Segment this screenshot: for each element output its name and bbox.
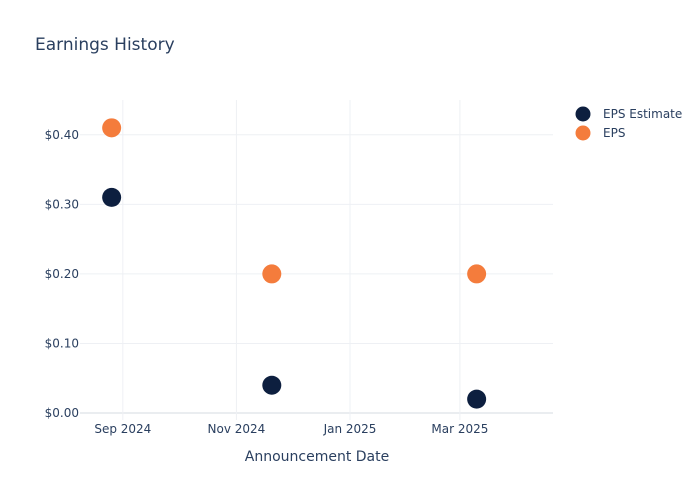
- grid-layer: [80, 100, 553, 420]
- x-tick-label: Nov 2024: [208, 422, 266, 436]
- legend-marker-eps: [575, 125, 591, 141]
- y-tick-label: $0.30: [45, 197, 79, 211]
- y-tick-label: $0.20: [45, 267, 79, 281]
- tick-layer: $0.00 $0.10 $0.20 $0.30 $0.40 Sep 2024 Nov 202…: [45, 128, 489, 436]
- legend[interactable]: EPS Estimate EPS: [575, 106, 683, 141]
- y-tick-label: $0.10: [45, 336, 79, 350]
- eps-point[interactable]: [102, 118, 122, 138]
- legend-item-eps-estimate[interactable]: EPS Estimate: [575, 106, 683, 122]
- eps-estimate-point[interactable]: [467, 389, 487, 409]
- y-tick-label: $0.40: [45, 128, 79, 142]
- legend-item-eps[interactable]: EPS: [575, 125, 626, 141]
- x-axis-title: Announcement Date: [245, 449, 389, 465]
- eps-estimate-point[interactable]: [102, 187, 122, 207]
- x-tick-label: Jan 2025: [323, 422, 377, 436]
- eps-estimate-point[interactable]: [262, 375, 282, 395]
- legend-label-eps-estimate: EPS Estimate: [603, 107, 682, 121]
- legend-label-eps: EPS: [603, 126, 625, 140]
- marker-layer: [102, 118, 487, 409]
- eps-point[interactable]: [467, 264, 487, 284]
- legend-marker-eps-estimate: [575, 106, 591, 122]
- x-tick-label: Sep 2024: [94, 422, 151, 436]
- eps-point[interactable]: [262, 264, 282, 284]
- y-tick-label: $0.00: [45, 406, 79, 420]
- x-tick-label: Mar 2025: [431, 422, 488, 436]
- chart-title: Earnings History: [35, 35, 175, 55]
